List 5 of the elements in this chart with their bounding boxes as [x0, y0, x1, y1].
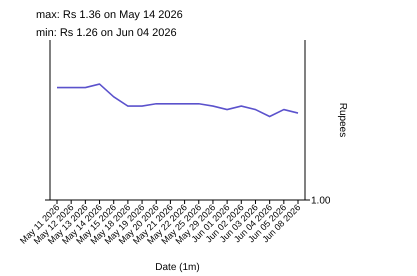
text: 1.00	[311, 196, 331, 206]
chart-title: max: Rs 1.36 on May 14 2026	[36, 9, 183, 21]
y-axis-title: Rupees	[337, 102, 348, 138]
x-axis-title: Date (1m)	[155, 262, 200, 273]
chart-subtitle: min: Rs 1.26 on Jun 04 2026	[36, 27, 177, 39]
